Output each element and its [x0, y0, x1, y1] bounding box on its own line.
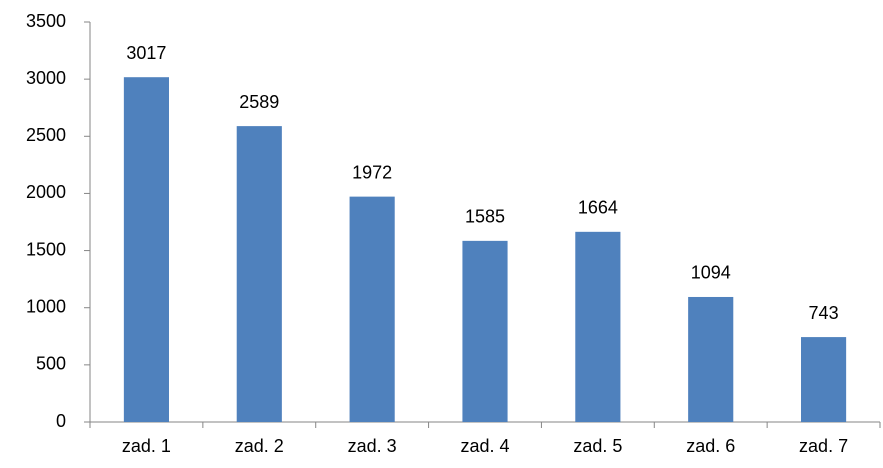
y-tick-label: 2000 [26, 182, 66, 202]
bar [688, 296, 734, 422]
y-tick-label: 500 [36, 354, 66, 374]
bar [462, 240, 508, 422]
data-label: 3017 [126, 43, 166, 63]
x-tick-label: zad. 6 [686, 436, 735, 456]
bar [236, 126, 282, 422]
x-tick-label: zad. 7 [799, 436, 848, 456]
x-tick-label: zad. 2 [235, 436, 284, 456]
x-tick-label: zad. 5 [573, 436, 622, 456]
bar [123, 77, 169, 422]
data-label: 743 [809, 303, 839, 323]
y-tick-label: 0 [56, 411, 66, 431]
x-tick-label: zad. 1 [122, 436, 171, 456]
data-label: 1972 [352, 162, 392, 182]
data-label: 1585 [465, 207, 505, 227]
data-label: 2589 [239, 92, 279, 112]
y-tick-label: 3500 [26, 11, 66, 31]
y-tick-label: 2500 [26, 125, 66, 145]
y-tick-label: 3000 [26, 68, 66, 88]
data-label: 1664 [578, 198, 618, 218]
y-tick-label: 1500 [26, 239, 66, 259]
bar [349, 196, 395, 422]
x-tick-label: zad. 3 [348, 436, 397, 456]
bar [801, 337, 847, 422]
x-tick-label: zad. 4 [460, 436, 509, 456]
bar [575, 231, 621, 422]
data-label: 1094 [691, 263, 731, 283]
y-tick-label: 1000 [26, 296, 66, 316]
